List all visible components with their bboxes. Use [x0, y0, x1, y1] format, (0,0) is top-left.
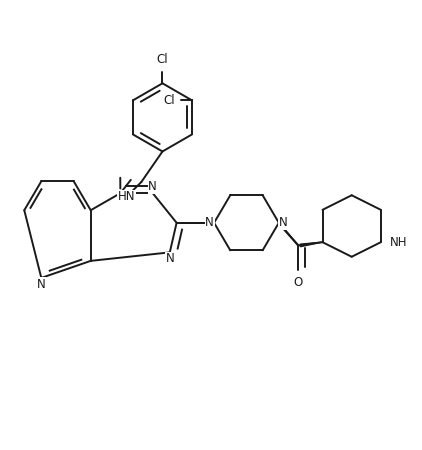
Text: N: N	[279, 216, 287, 229]
Text: Cl: Cl	[157, 54, 168, 67]
Text: O: O	[294, 276, 303, 289]
Text: N: N	[37, 278, 46, 291]
Text: Cl: Cl	[163, 94, 175, 107]
Text: N: N	[149, 180, 157, 193]
Polygon shape	[300, 242, 322, 247]
Text: N: N	[206, 216, 214, 229]
Text: N: N	[165, 252, 174, 266]
Text: HN: HN	[118, 190, 135, 203]
Text: NH: NH	[390, 236, 408, 249]
